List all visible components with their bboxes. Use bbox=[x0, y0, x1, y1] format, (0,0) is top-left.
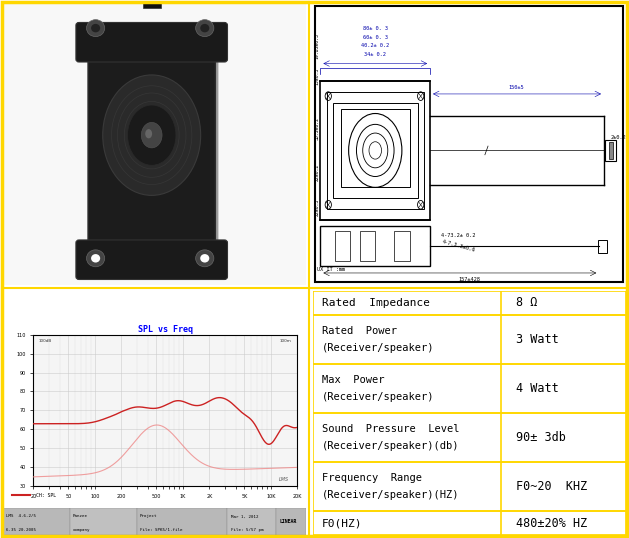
Text: 90± 3db: 90± 3db bbox=[516, 431, 566, 444]
Text: 2±0.2: 2±0.2 bbox=[610, 135, 626, 140]
Text: 19.85±0.3: 19.85±0.3 bbox=[314, 33, 319, 59]
Bar bbox=[335, 231, 350, 261]
Text: company: company bbox=[73, 528, 91, 532]
Bar bbox=[70, 508, 136, 535]
Text: 100m: 100m bbox=[280, 339, 292, 343]
FancyBboxPatch shape bbox=[76, 23, 228, 62]
Text: 60± 0. 3: 60± 0. 3 bbox=[363, 34, 387, 40]
Ellipse shape bbox=[128, 105, 176, 165]
Ellipse shape bbox=[103, 75, 201, 195]
Text: Mar 1, 2012: Mar 1, 2012 bbox=[231, 514, 258, 519]
Bar bbox=[609, 141, 613, 159]
Text: 6.35 20.2005: 6.35 20.2005 bbox=[6, 528, 36, 532]
Text: 80± 0. 3: 80± 0. 3 bbox=[363, 26, 387, 31]
Bar bbox=[313, 462, 626, 511]
Bar bbox=[606, 139, 616, 161]
Ellipse shape bbox=[145, 129, 152, 138]
Bar bbox=[360, 231, 376, 261]
Text: Rated  Impedance: Rated Impedance bbox=[322, 298, 430, 308]
Text: LMS: LMS bbox=[279, 477, 289, 482]
Text: 100dB: 100dB bbox=[39, 339, 52, 343]
Circle shape bbox=[196, 20, 214, 37]
Bar bbox=[136, 508, 228, 535]
Text: 40.2± 0.2: 40.2± 0.2 bbox=[361, 44, 389, 48]
Text: 38.5±0.2: 38.5±0.2 bbox=[314, 117, 319, 140]
Text: 34± 0.2: 34± 0.2 bbox=[364, 52, 386, 57]
Text: 22±0.2: 22±0.2 bbox=[314, 164, 319, 181]
Text: 480±20% HZ: 480±20% HZ bbox=[516, 516, 587, 529]
Text: 4 Watt: 4 Watt bbox=[516, 382, 559, 395]
Bar bbox=[313, 511, 626, 535]
Bar bbox=[333, 103, 418, 198]
Bar bbox=[313, 413, 626, 462]
Text: 22±0.3: 22±0.3 bbox=[314, 199, 319, 216]
FancyBboxPatch shape bbox=[76, 240, 228, 280]
Circle shape bbox=[87, 250, 104, 267]
Text: LINEAR: LINEAR bbox=[279, 519, 296, 525]
Bar bbox=[313, 315, 626, 364]
Bar bbox=[313, 364, 626, 413]
Text: F0~20  KHZ: F0~20 KHZ bbox=[516, 480, 587, 493]
Bar bbox=[276, 508, 306, 535]
Text: 3 Watt: 3 Watt bbox=[516, 333, 559, 346]
Bar bbox=[341, 109, 409, 187]
Text: 150±5: 150±5 bbox=[508, 84, 524, 90]
Circle shape bbox=[91, 24, 100, 32]
Text: (Receiver/speaker)(HZ): (Receiver/speaker)(HZ) bbox=[322, 490, 460, 500]
Ellipse shape bbox=[142, 123, 162, 148]
Text: 157±428: 157±428 bbox=[459, 277, 480, 282]
Text: 8 Ω: 8 Ω bbox=[516, 296, 538, 309]
Circle shape bbox=[200, 24, 209, 32]
Text: UX IT :mm: UX IT :mm bbox=[317, 267, 345, 272]
Text: 15±0.3: 15±0.3 bbox=[314, 68, 319, 85]
Text: (Receiver/speaker): (Receiver/speaker) bbox=[322, 392, 435, 402]
Title: SPL vs Freq: SPL vs Freq bbox=[138, 325, 193, 334]
Text: Project: Project bbox=[140, 514, 157, 519]
Text: Sound  Pressure  Level: Sound Pressure Level bbox=[322, 423, 460, 434]
Bar bbox=[228, 508, 276, 535]
Text: Max  Power: Max Power bbox=[322, 374, 384, 385]
Text: LMS  4.6-2/5: LMS 4.6-2/5 bbox=[6, 514, 36, 519]
Text: 4-7.3.3±0.6: 4-7.3.3±0.6 bbox=[441, 239, 476, 253]
Bar bbox=[3, 508, 70, 535]
Text: CH: SPL: CH: SPL bbox=[36, 493, 57, 498]
Text: F0(HZ): F0(HZ) bbox=[322, 518, 362, 528]
Text: 4-73.2± 0.2: 4-73.2± 0.2 bbox=[441, 232, 476, 238]
Text: File: SPK5/1.file: File: SPK5/1.file bbox=[140, 528, 182, 532]
Circle shape bbox=[91, 254, 100, 263]
Text: (Receiver/speaker)(db): (Receiver/speaker)(db) bbox=[322, 441, 460, 451]
Text: Panzee: Panzee bbox=[73, 514, 88, 519]
Bar bbox=[598, 239, 607, 252]
Bar bbox=[394, 231, 409, 261]
Bar bbox=[320, 81, 430, 220]
FancyBboxPatch shape bbox=[91, 28, 218, 271]
Circle shape bbox=[196, 250, 214, 267]
FancyBboxPatch shape bbox=[88, 25, 215, 268]
Bar bbox=[313, 291, 626, 315]
Text: Frequency  Range: Frequency Range bbox=[322, 472, 422, 483]
Circle shape bbox=[87, 20, 104, 37]
Circle shape bbox=[200, 254, 209, 263]
Bar bbox=[320, 226, 430, 266]
Text: (Receiver/speaker): (Receiver/speaker) bbox=[322, 343, 435, 353]
Text: Rated  Power: Rated Power bbox=[322, 325, 397, 336]
Bar bbox=[326, 92, 424, 209]
Text: File: 5/57 pm: File: 5/57 pm bbox=[231, 528, 263, 532]
Bar bbox=[143, 0, 161, 9]
